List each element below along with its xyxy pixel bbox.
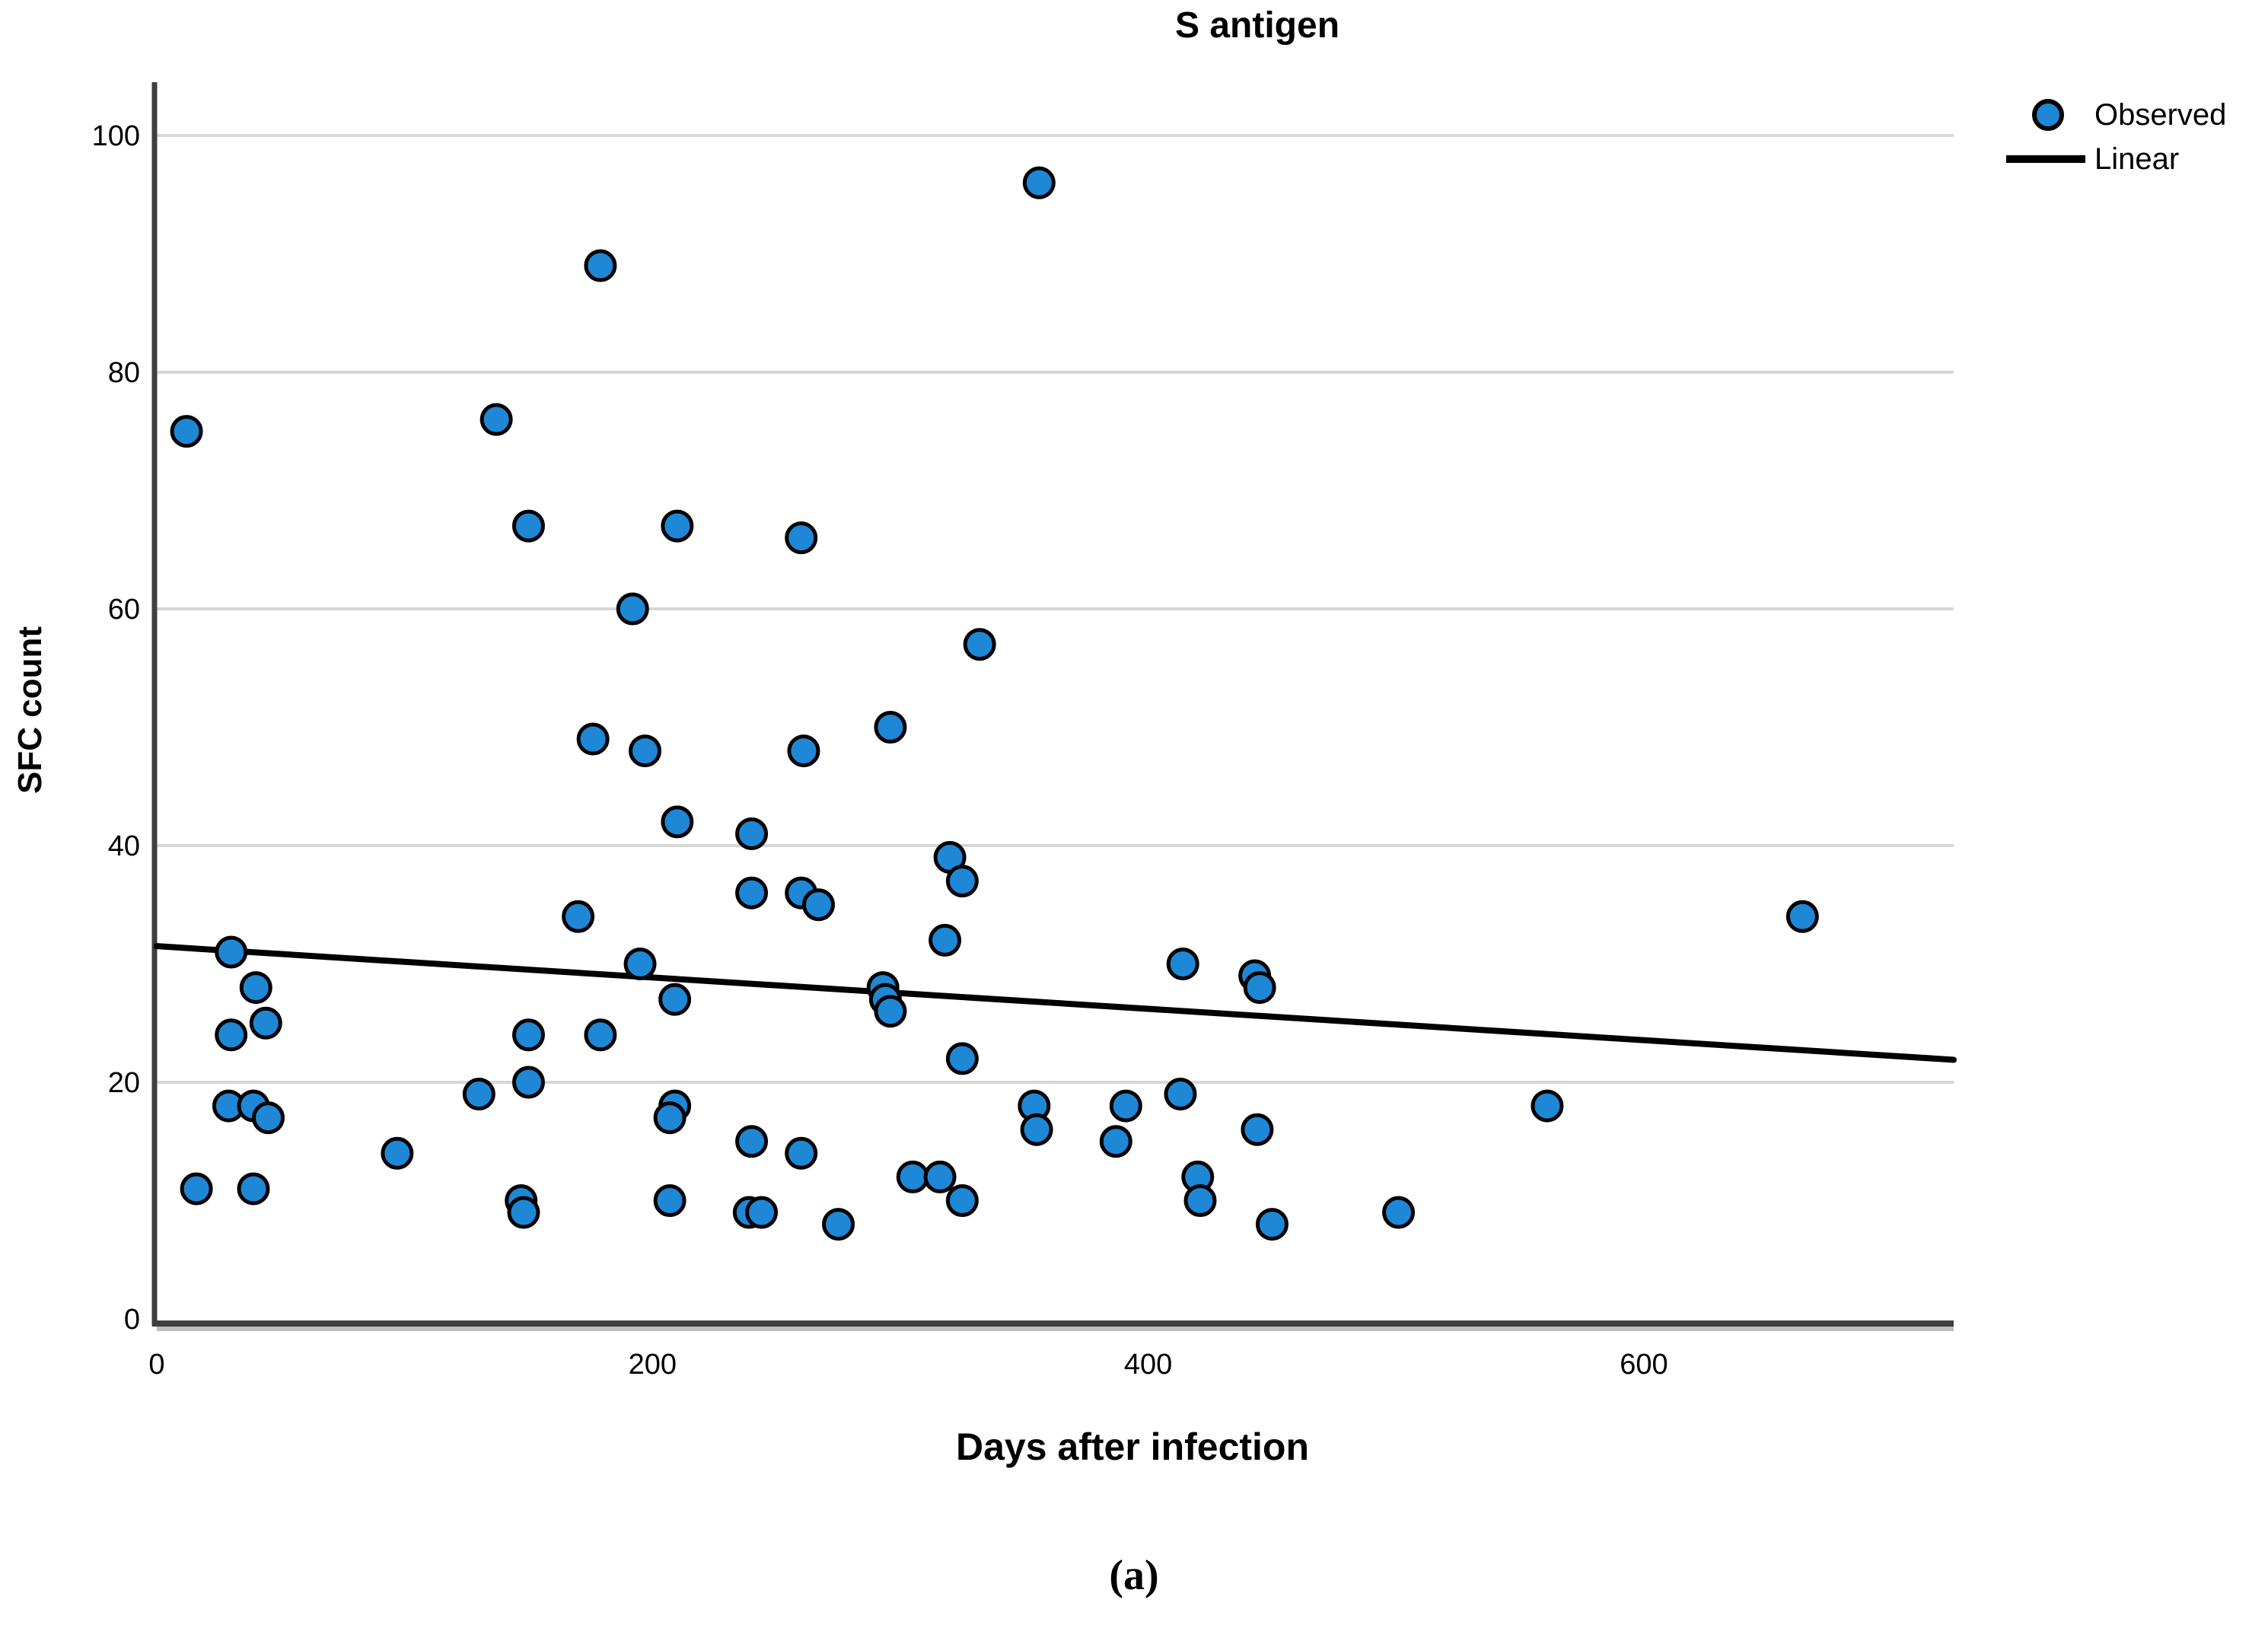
figure-caption: (a) bbox=[1109, 1552, 1159, 1599]
legend-item-linear: Linear bbox=[2006, 137, 2226, 181]
chart-title: S antigen bbox=[1174, 5, 1340, 46]
legend-item-observed: Observed bbox=[2006, 93, 2226, 137]
svg-text:200: 200 bbox=[629, 1349, 677, 1381]
y-axis-title: SFC count bbox=[11, 626, 49, 794]
svg-text:100: 100 bbox=[92, 120, 140, 152]
svg-text:80: 80 bbox=[108, 357, 140, 389]
legend-label-observed: Observed bbox=[2094, 97, 2227, 132]
svg-text:0: 0 bbox=[148, 1349, 164, 1381]
svg-text:60: 60 bbox=[108, 594, 140, 626]
legend-label-linear: Linear bbox=[2094, 142, 2180, 176]
svg-text:400: 400 bbox=[1124, 1349, 1172, 1381]
svg-text:20: 20 bbox=[108, 1067, 140, 1099]
linear-line-icon bbox=[2006, 155, 2085, 163]
legend: Observed Linear bbox=[2006, 93, 2226, 181]
svg-text:0: 0 bbox=[124, 1304, 140, 1336]
observed-dot-icon bbox=[2032, 99, 2064, 131]
svg-text:40: 40 bbox=[108, 830, 140, 862]
x-axis-title: Days after infection bbox=[955, 1426, 1310, 1468]
svg-text:600: 600 bbox=[1620, 1349, 1668, 1381]
